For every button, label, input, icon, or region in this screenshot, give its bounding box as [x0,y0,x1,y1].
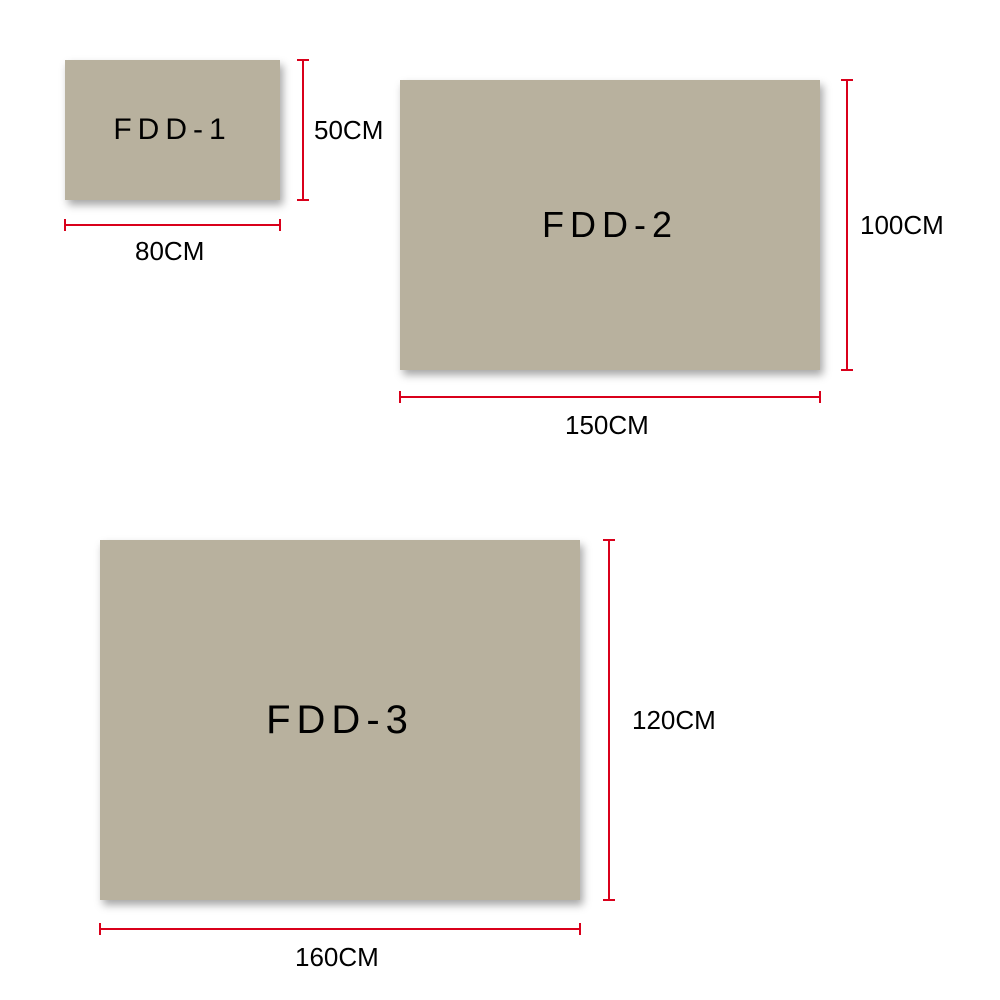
panel-fdd-1: FDD-1 [65,60,280,200]
panel-1-width-label: 80CM [135,236,204,267]
panel-1-width-line [65,224,280,226]
panel-fdd-2-label: FDD-2 [542,204,678,246]
panel-fdd-3: FDD-3 [100,540,580,900]
panel-2-width-label: 150CM [565,410,649,441]
panel-1-height-label: 50CM [314,115,383,146]
panel-fdd-1-label: FDD-1 [113,113,231,147]
panel-fdd-2: FDD-2 [400,80,820,370]
panel-3-width-label: 160CM [295,942,379,973]
panel-fdd-3-label: FDD-3 [266,698,414,743]
panel-2-height-label: 100CM [860,210,944,241]
panel-2-height-line [846,80,848,370]
panel-1-height-line [302,60,304,200]
panel-3-height-label: 120CM [632,705,716,736]
panel-3-height-line [608,540,610,900]
panel-2-width-line [400,396,820,398]
panel-3-width-line [100,928,580,930]
